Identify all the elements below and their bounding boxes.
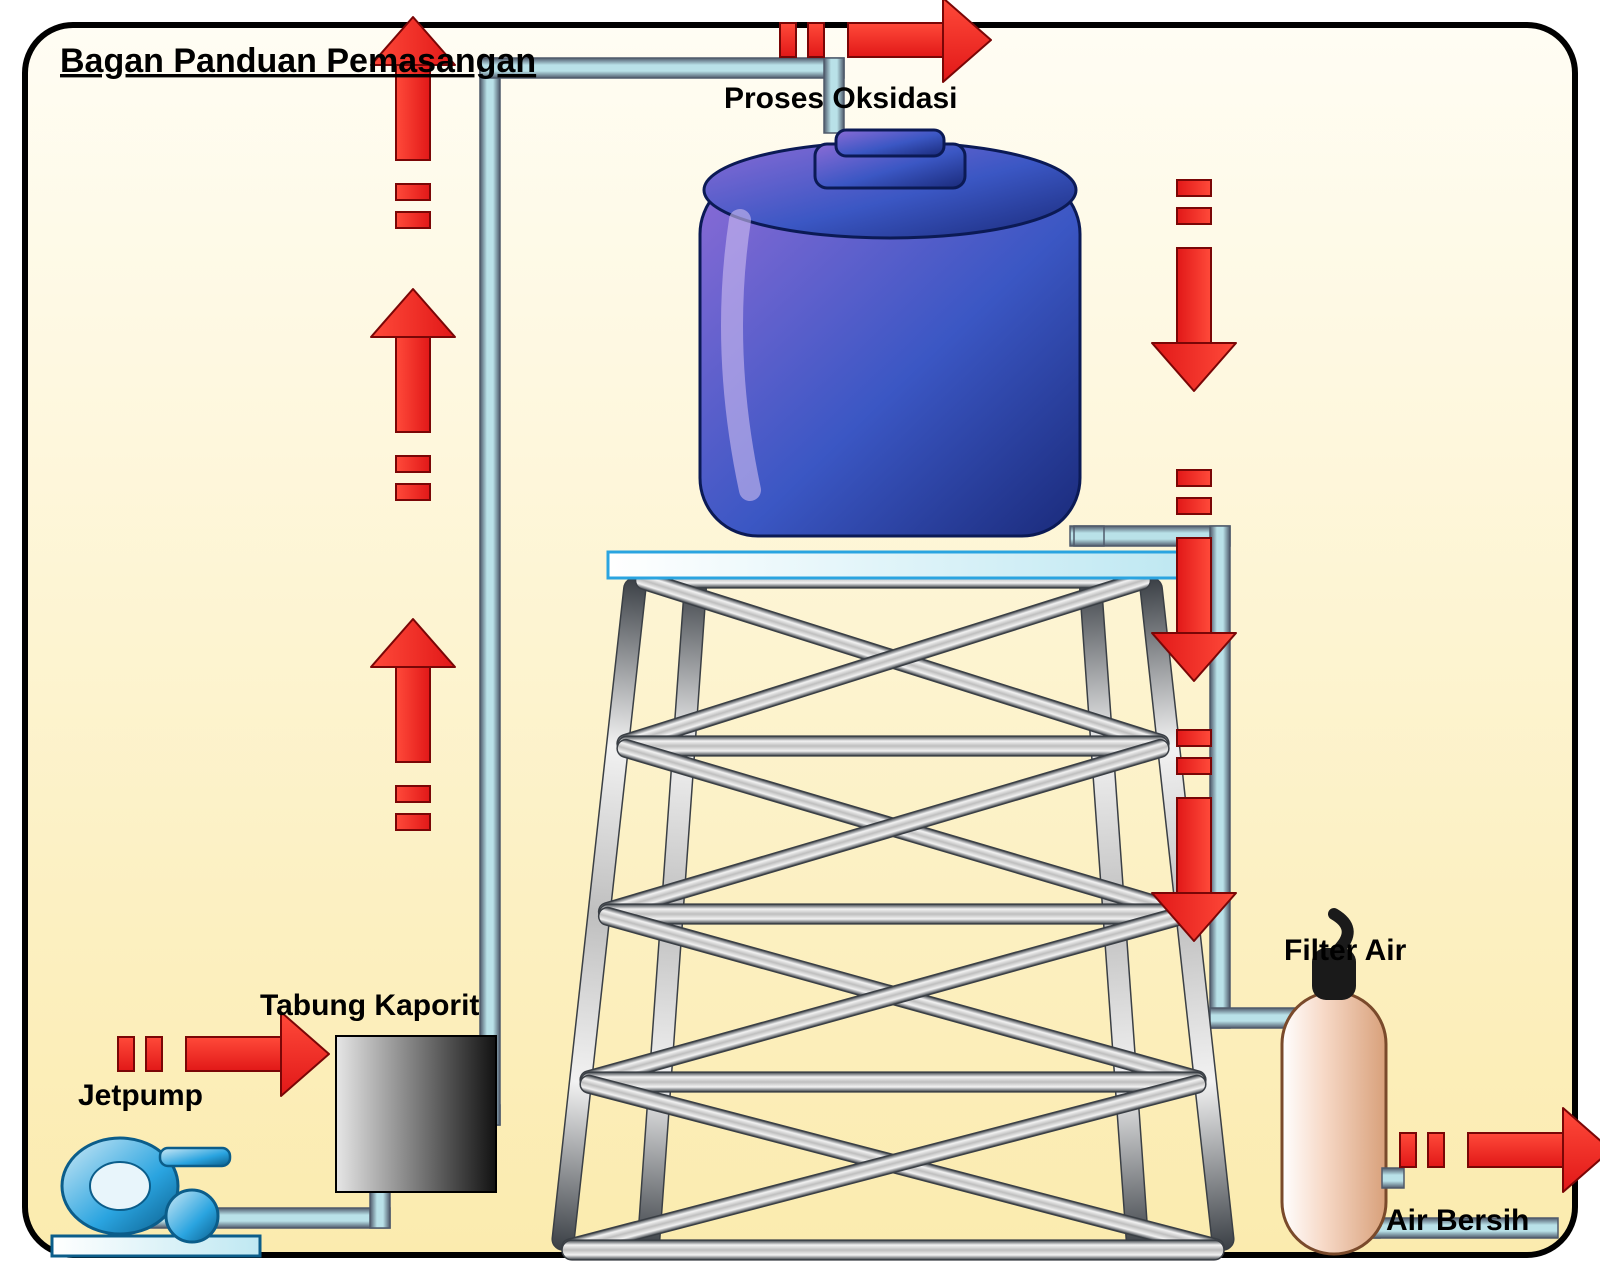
label-proses: Proses Oksidasi [724,82,957,115]
label-air: Air Bersih [1386,1204,1529,1237]
tower-platform [608,552,1178,578]
label-filter: Filter Air [1284,934,1407,967]
water-tank [700,130,1104,546]
label-tabung: Tabung Kaporit [260,989,479,1022]
kaporit-tube [336,1036,496,1192]
diagram-title: Bagan Panduan Pemasangan [60,42,536,80]
label-jetpump: Jetpump [78,1079,203,1112]
